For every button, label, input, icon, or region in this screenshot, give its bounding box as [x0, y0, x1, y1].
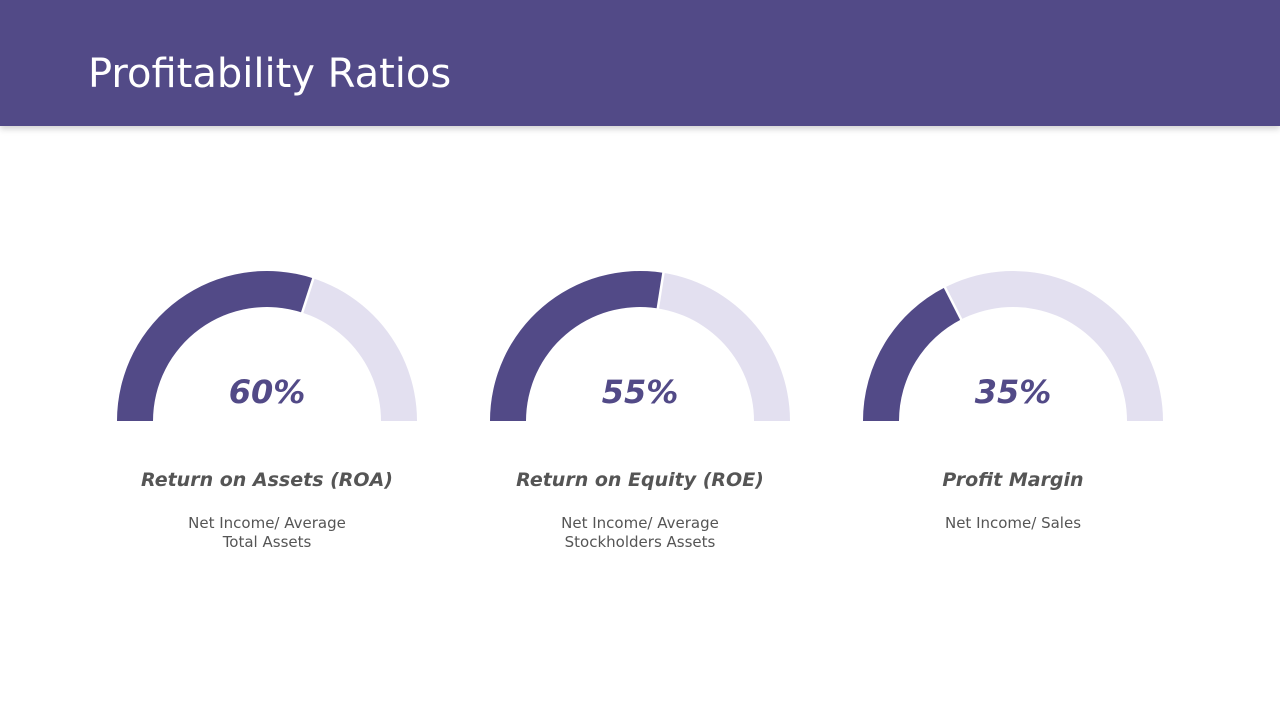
gauge-value-label: 60%: [228, 373, 306, 411]
gauge-value: [863, 287, 962, 421]
gauge-title: Profit Margin: [942, 469, 1084, 491]
gauge-subtitle: Net Income/ Sales: [944, 514, 1082, 532]
gauge: [863, 271, 1163, 421]
gauge: [490, 271, 790, 421]
gauge-title: Return on Equity (ROE): [516, 469, 764, 491]
gauge-subtitle: Net Income/ Average Stockholders Assets: [561, 514, 719, 551]
gauge-value: [117, 270, 314, 421]
gauge-separator: [300, 277, 315, 314]
gauge-subtitle: Net Income/ Average Total Assets: [188, 514, 346, 551]
header-bar: Profitability Ratios: [0, 0, 1280, 126]
gauge: [117, 270, 417, 421]
gauge-separator: [943, 285, 963, 321]
gauge-separator: [656, 271, 665, 310]
gauge-value-label: 55%: [601, 373, 679, 411]
gauge-value-label: 35%: [974, 373, 1052, 411]
gauge-value: [490, 271, 664, 421]
gauge-title: Return on Assets (ROA): [141, 469, 393, 491]
slide-title: Profitability Ratios: [88, 51, 452, 97]
